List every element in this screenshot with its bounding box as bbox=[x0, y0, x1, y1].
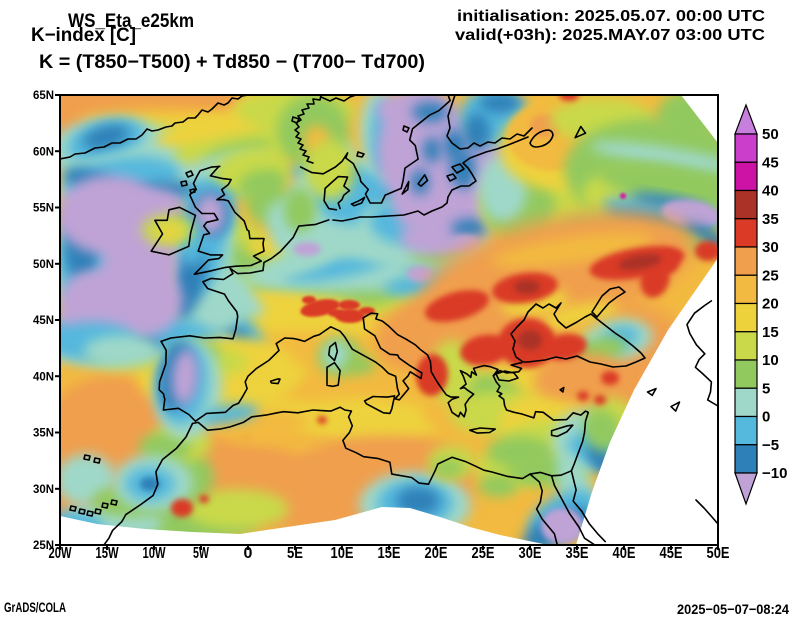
svg-text:55N: 55N bbox=[33, 201, 54, 215]
svg-text:15W: 15W bbox=[96, 545, 120, 562]
svg-text:10: 10 bbox=[762, 352, 779, 369]
svg-text:25E: 25E bbox=[472, 545, 495, 562]
svg-text:2025−05−07−08:24: 2025−05−07−08:24 bbox=[677, 601, 789, 617]
svg-text:15: 15 bbox=[762, 324, 779, 341]
svg-text:valid(+03h): 2025.MAY.07 03:00: valid(+03h): 2025.MAY.07 03:00 UTC bbox=[455, 27, 766, 44]
svg-text:65N: 65N bbox=[33, 88, 54, 102]
svg-text:35E: 35E bbox=[566, 545, 589, 562]
svg-text:−5: −5 bbox=[762, 437, 779, 454]
svg-text:30E: 30E bbox=[519, 545, 542, 562]
svg-text:50E: 50E bbox=[707, 545, 730, 562]
svg-text:WS_Eta_e25km: WS_Eta_e25km bbox=[68, 11, 194, 32]
svg-text:15E: 15E bbox=[378, 545, 401, 562]
svg-text:30: 30 bbox=[762, 239, 779, 256]
svg-text:5W: 5W bbox=[193, 545, 210, 562]
svg-text:5E: 5E bbox=[287, 545, 303, 562]
svg-text:40E: 40E bbox=[613, 545, 636, 562]
svg-text:35N: 35N bbox=[33, 426, 54, 440]
svg-text:20W: 20W bbox=[49, 545, 73, 562]
svg-text:35: 35 bbox=[762, 211, 779, 228]
svg-text:20: 20 bbox=[762, 296, 779, 313]
svg-text:20E: 20E bbox=[425, 545, 448, 562]
svg-text:25: 25 bbox=[762, 267, 779, 284]
svg-text:45: 45 bbox=[762, 154, 779, 171]
svg-text:−10: −10 bbox=[762, 465, 787, 482]
svg-text:40: 40 bbox=[762, 183, 779, 200]
svg-text:5: 5 bbox=[762, 380, 770, 397]
svg-text:GrADS/COLA: GrADS/COLA bbox=[4, 599, 66, 615]
svg-text:25N: 25N bbox=[33, 538, 54, 552]
svg-text:60N: 60N bbox=[33, 144, 54, 158]
svg-text:45N: 45N bbox=[33, 313, 54, 327]
svg-text:0: 0 bbox=[762, 409, 770, 426]
svg-text:50: 50 bbox=[762, 126, 779, 143]
svg-text:45E: 45E bbox=[660, 545, 683, 562]
svg-text:K−index [C]: K−index [C] bbox=[31, 25, 136, 46]
svg-text:10W: 10W bbox=[143, 545, 167, 562]
svg-text:10E: 10E bbox=[331, 545, 354, 562]
svg-text:initialisation: 2025.05.07. 00: initialisation: 2025.05.07. 00:00 UTC bbox=[457, 8, 765, 25]
svg-text:30N: 30N bbox=[33, 482, 54, 496]
svg-text:40N: 40N bbox=[33, 369, 54, 383]
svg-text:50N: 50N bbox=[33, 257, 54, 271]
svg-text:K = (T850−T500) + Td850 − (T70: K = (T850−T500) + Td850 − (T700− Td700) bbox=[39, 52, 425, 73]
svg-text:0: 0 bbox=[244, 545, 253, 562]
